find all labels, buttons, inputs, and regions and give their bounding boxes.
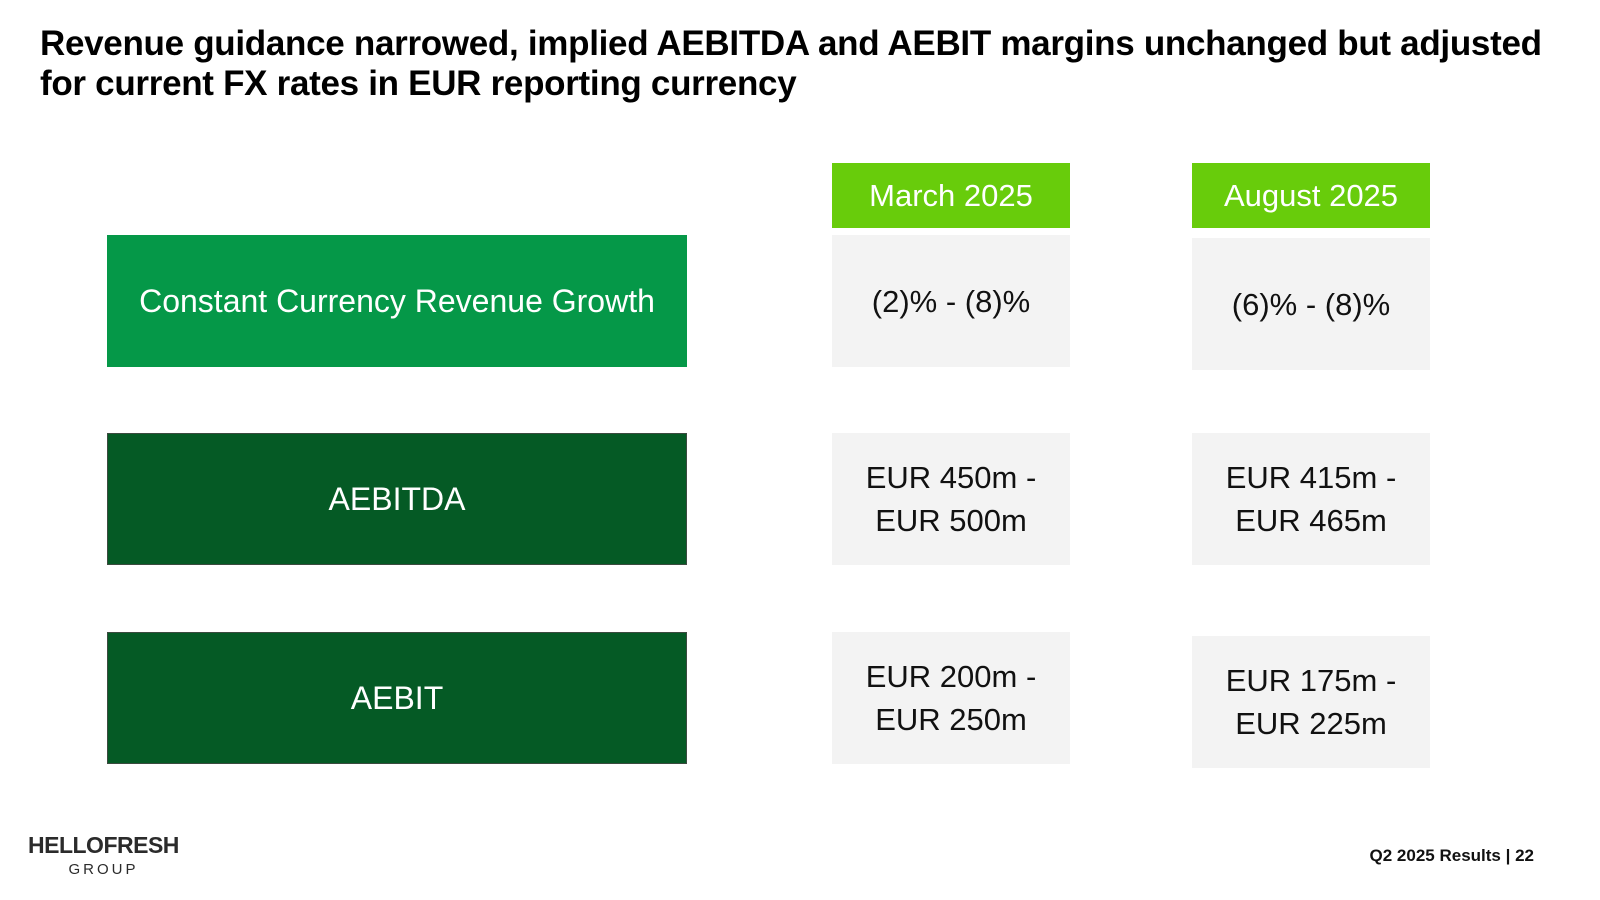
value-line: (2)% - (8)%	[871, 283, 1031, 319]
row-label-aebit: AEBIT	[107, 632, 687, 764]
value-line: EUR 465m	[1235, 503, 1387, 538]
value-march-aebitda: EUR 450m - EUR 500m	[832, 433, 1070, 565]
column-header-august: August 2025	[1192, 163, 1430, 228]
value-line: EUR 250m	[875, 702, 1027, 737]
logo-subtext: GROUP	[68, 861, 139, 878]
row-label-aebitda: AEBITDA	[107, 433, 687, 565]
row-label-revenue-growth: Constant Currency Revenue Growth	[107, 235, 687, 367]
value-line: EUR 175m -	[1225, 663, 1397, 698]
logo-wordmark: HELLOFRESH	[28, 832, 179, 858]
value-line: (6)% - (8)%	[1231, 286, 1391, 322]
value-line: EUR 450m -	[865, 460, 1037, 495]
footer-page-info: Q2 2025 Results | 22	[1369, 846, 1534, 865]
page-title: Revenue guidance narrowed, implied AEBIT…	[40, 24, 1542, 103]
value-line: EUR 225m	[1235, 706, 1387, 741]
value-march-revenue-growth: (2)% - (8)%	[832, 235, 1070, 367]
value-august-aebit: EUR 175m - EUR 225m	[1192, 636, 1430, 768]
value-march-aebit: EUR 200m - EUR 250m	[832, 632, 1070, 764]
column-header-march: March 2025	[832, 163, 1070, 228]
value-line: EUR 500m	[875, 503, 1027, 538]
value-line: EUR 200m -	[865, 659, 1037, 694]
value-line: EUR 415m -	[1225, 460, 1397, 495]
hellofresh-logo: HELLOFRESH GROUP	[28, 832, 179, 880]
value-august-aebitda: EUR 415m - EUR 465m	[1192, 433, 1430, 565]
value-august-revenue-growth: (6)% - (8)%	[1192, 238, 1430, 370]
